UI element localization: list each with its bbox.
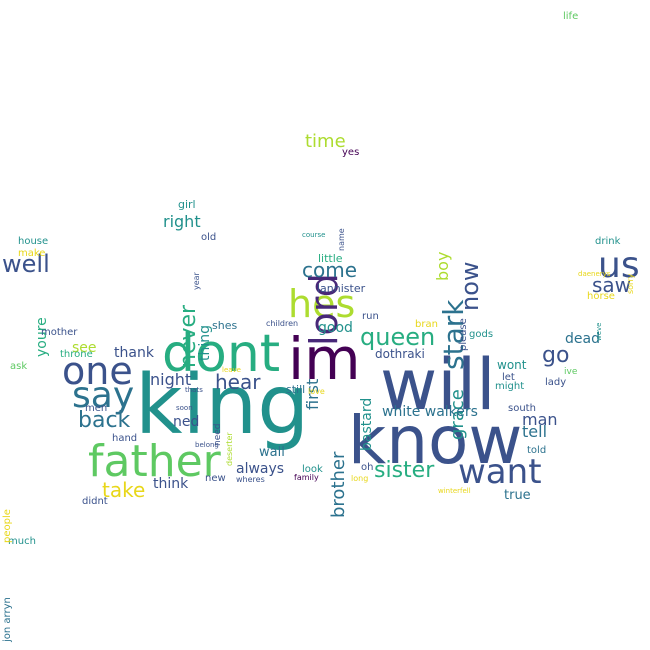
word-wont: wont bbox=[497, 358, 527, 372]
word-hear: hear bbox=[215, 370, 261, 394]
word-didnt: didnt bbox=[82, 496, 108, 507]
word-say: say bbox=[72, 375, 135, 416]
word-dont: dont bbox=[162, 324, 281, 384]
word-boy: boy bbox=[433, 251, 452, 282]
word-life: life bbox=[563, 11, 579, 22]
word-thank: thank bbox=[114, 345, 154, 361]
word-ned: ned bbox=[173, 414, 200, 430]
word-horse: horse bbox=[587, 291, 615, 302]
word-white-walkers: white walkers bbox=[382, 404, 478, 420]
word-well: well bbox=[2, 250, 50, 278]
word-run: run bbox=[362, 311, 379, 322]
word-ive: ive bbox=[564, 367, 578, 377]
word-dead: dead bbox=[565, 331, 600, 347]
word-please: please bbox=[458, 318, 469, 351]
word-man: man bbox=[522, 410, 558, 429]
word-let: let bbox=[502, 372, 515, 383]
word-name: name bbox=[337, 227, 346, 251]
word-dothraki: dothraki bbox=[375, 347, 425, 361]
word-tell: tell bbox=[522, 422, 548, 441]
word-now: now bbox=[456, 261, 484, 311]
word-right: right bbox=[163, 212, 201, 231]
word-course: course bbox=[302, 231, 326, 239]
word-want: want bbox=[458, 452, 542, 492]
word-time: time bbox=[305, 131, 346, 152]
word-winterfell: winterfell bbox=[438, 487, 471, 495]
word-wall: wall bbox=[259, 445, 285, 460]
word-gods: gods bbox=[469, 329, 494, 340]
word-men: men bbox=[85, 403, 108, 414]
word-throne: throne bbox=[60, 349, 93, 360]
word-know: know bbox=[348, 402, 523, 479]
word-us: us bbox=[598, 245, 640, 286]
word-bastard: bastard bbox=[359, 397, 375, 451]
word-take: take bbox=[102, 478, 146, 502]
word-jon-arryn: jon arryn bbox=[2, 597, 13, 642]
word-king: king bbox=[135, 358, 310, 453]
word-people: people bbox=[2, 509, 13, 543]
word-drink: drink bbox=[595, 236, 621, 247]
word-south: south bbox=[508, 403, 536, 414]
word-true: true bbox=[504, 488, 531, 503]
word-make: make bbox=[18, 248, 46, 259]
word-hand: hand bbox=[112, 433, 138, 444]
word-deserter: deserter bbox=[225, 431, 234, 466]
word-soon: soon bbox=[176, 404, 193, 412]
word-lady: lady bbox=[545, 377, 567, 388]
word-look: look bbox=[302, 464, 323, 475]
word-long: long bbox=[351, 474, 369, 483]
word-father: father bbox=[88, 436, 221, 487]
word-lannister: lannister bbox=[317, 282, 366, 295]
word-love: love bbox=[308, 387, 325, 396]
word-family: family bbox=[294, 473, 319, 482]
word-year: year bbox=[192, 271, 201, 290]
word-go: go bbox=[542, 343, 570, 368]
word-little: little bbox=[318, 252, 343, 265]
word-sorry: sorry bbox=[626, 273, 635, 294]
word-night: night bbox=[150, 370, 192, 389]
word-belong: belong bbox=[195, 441, 219, 449]
word-one: one bbox=[62, 349, 133, 393]
word-brother: brother bbox=[328, 451, 349, 518]
word-hes: hes bbox=[288, 282, 356, 326]
word-saw: saw bbox=[592, 273, 632, 297]
word-weve: weve bbox=[595, 322, 603, 342]
word-always: always bbox=[236, 461, 285, 477]
word-daenerys: daenerys bbox=[578, 270, 611, 278]
word-still: still bbox=[286, 383, 306, 396]
word-house: house bbox=[18, 236, 49, 247]
word-come: come bbox=[302, 258, 358, 282]
word-sister: sister bbox=[374, 458, 435, 483]
word-old: old bbox=[201, 232, 217, 243]
word-will: will bbox=[380, 344, 496, 426]
word-leave: leave bbox=[222, 366, 241, 374]
word-queen: queen bbox=[360, 323, 436, 351]
word-wheres: wheres bbox=[236, 475, 265, 484]
word-ask: ask bbox=[10, 361, 28, 372]
word-thats: thats bbox=[185, 386, 203, 394]
word-back: back bbox=[78, 408, 131, 433]
word-bran: bran bbox=[415, 319, 438, 330]
word-good: good bbox=[318, 320, 353, 336]
word-new: new bbox=[205, 473, 226, 484]
word-oh: oh bbox=[361, 462, 374, 473]
word-told: told bbox=[527, 445, 547, 456]
word-mother: mother bbox=[41, 327, 78, 338]
word-thing: thing bbox=[197, 324, 213, 361]
word-im: im bbox=[288, 325, 361, 393]
word-shes: shes bbox=[212, 319, 238, 332]
word-much: much bbox=[8, 536, 36, 547]
word-see: see bbox=[72, 340, 97, 356]
word-yes: yes bbox=[342, 147, 360, 158]
word-think: think bbox=[153, 476, 189, 492]
word-girl: girl bbox=[178, 198, 196, 211]
word-might: might bbox=[495, 381, 525, 392]
word-children: children bbox=[266, 319, 299, 328]
